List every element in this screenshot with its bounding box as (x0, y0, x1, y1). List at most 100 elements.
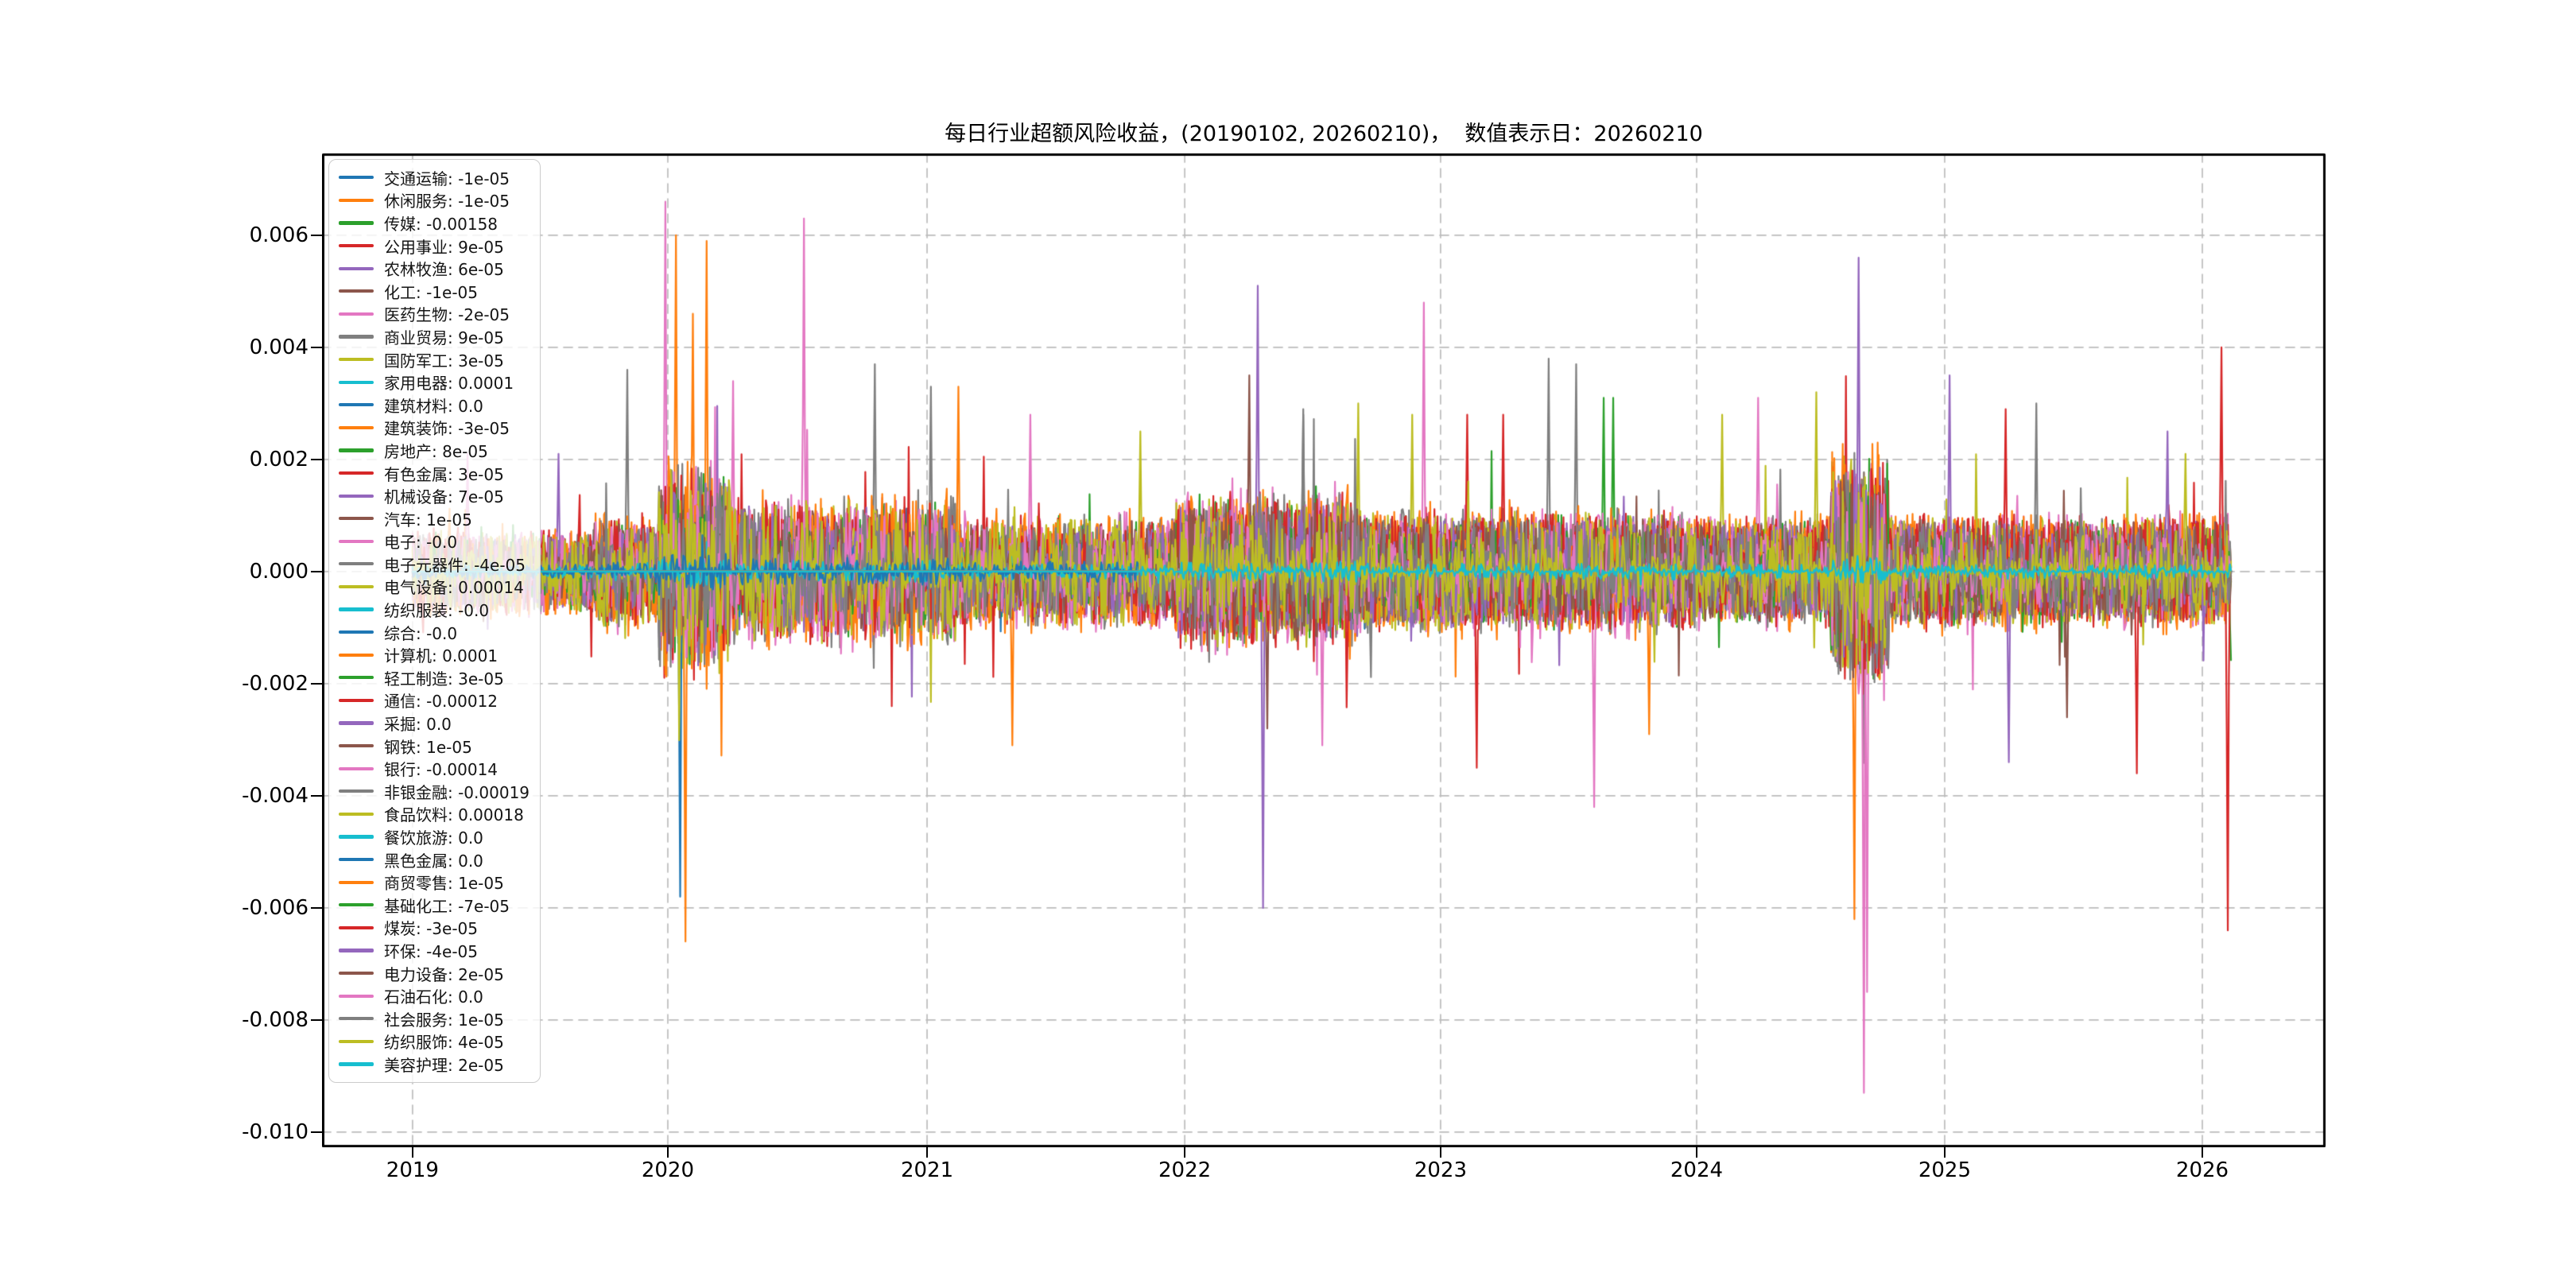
legend-item: 石油石化: 0.0 (339, 984, 540, 1007)
legend-label: 交通运输: -1e-05 (384, 169, 510, 188)
legend-swatch (339, 949, 374, 952)
legend-label: 黑色金属: 0.0 (384, 851, 483, 871)
legend-item: 家用电器: 0.0001 (339, 370, 540, 394)
y-tick-label: 0.004 (249, 335, 308, 359)
legend-label: 医药生物: -2e-05 (384, 305, 510, 325)
legend-swatch (339, 494, 374, 498)
legend-label: 房地产: 8e-05 (384, 441, 488, 461)
legend-label: 电子元器件: -4e-05 (384, 555, 526, 575)
legend-item: 农林牧渔: 6e-05 (339, 257, 540, 280)
y-tick-mark (311, 1018, 322, 1022)
legend-item: 电气设备: 0.00014 (339, 576, 540, 599)
legend-swatch (339, 676, 374, 680)
legend-swatch (339, 812, 374, 817)
legend-label: 化工: -1e-05 (384, 282, 479, 302)
legend-label: 有色金属: 3e-05 (384, 464, 504, 484)
legend-label: 建筑材料: 0.0 (384, 396, 483, 416)
legend-label: 家用电器: 0.0001 (384, 374, 514, 394)
x-tick-mark (411, 1147, 414, 1158)
legend-swatch (339, 403, 374, 407)
legend-label: 食品饮料: 0.00018 (384, 805, 524, 825)
legend-item: 纺织服饰: 4e-05 (339, 1030, 540, 1053)
legend-item: 钢铁: 1e-05 (339, 735, 540, 758)
legend-swatch (339, 721, 374, 725)
y-tick-mark (311, 794, 322, 797)
legend-label: 环保: -4e-05 (384, 941, 479, 961)
legend-swatch (339, 176, 374, 180)
legend-label: 商业贸易: 9e-05 (384, 328, 504, 347)
y-tick-label: 0.002 (249, 447, 308, 471)
legend-label: 石油石化: 0.0 (384, 987, 483, 1007)
legend-label: 机械设备: 7e-05 (384, 487, 504, 507)
y-tick-mark (311, 906, 322, 910)
legend-swatch (339, 766, 374, 770)
legend-item: 煤炭: -3e-05 (339, 917, 540, 940)
y-tick-mark (311, 570, 322, 573)
y-tick-label: -0.002 (242, 671, 308, 696)
x-tick-mark (2201, 1147, 2204, 1158)
legend-item: 银行: -0.00014 (339, 757, 540, 780)
legend-label: 综合: -0.0 (384, 623, 458, 643)
x-tick-mark (1943, 1147, 1946, 1158)
legend-swatch (339, 971, 374, 976)
legend-label: 国防军工: 3e-05 (384, 351, 504, 370)
legend-swatch (339, 1039, 374, 1043)
legend-swatch (339, 1017, 374, 1021)
legend-label: 银行: -0.00014 (384, 760, 499, 780)
legend-item: 商业贸易: 9e-05 (339, 325, 540, 348)
x-tick-mark (925, 1147, 929, 1158)
legend-label: 电子: -0.0 (384, 533, 458, 553)
legend-swatch (339, 698, 374, 703)
chart-canvas (322, 153, 2326, 1147)
legend-label: 餐饮旅游: 0.0 (384, 828, 483, 848)
legend-item: 非银金融: -0.00019 (339, 780, 540, 803)
legend-label: 电气设备: 0.00014 (384, 578, 524, 598)
y-tick-label: -0.010 (242, 1119, 308, 1144)
x-tick-mark (1183, 1147, 1186, 1158)
legend-item: 汽车: 1e-05 (339, 507, 540, 530)
y-tick-label: -0.004 (242, 783, 308, 808)
legend-swatch (339, 266, 374, 270)
legend-swatch (339, 221, 374, 225)
legend-item: 化工: -1e-05 (339, 280, 540, 303)
plot-area (322, 153, 2326, 1147)
x-tick-label: 2024 (1670, 1158, 1724, 1182)
legend: 交通运输: -1e-05 休闲服务: -1e-05 传媒: -0.00158 公用事业… (328, 159, 541, 1083)
legend-item: 计算机: 0.0001 (339, 643, 540, 666)
x-tick-label: 2022 (1158, 1158, 1212, 1182)
y-tick-mark (311, 346, 322, 349)
x-tick-label: 2021 (900, 1158, 954, 1182)
y-tick-mark (311, 234, 322, 237)
legend-label: 休闲服务: -1e-05 (384, 192, 510, 211)
legend-item: 建筑材料: 0.0 (339, 394, 540, 417)
legend-item: 房地产: 8e-05 (339, 439, 540, 462)
legend-label: 煤炭: -3e-05 (384, 919, 479, 939)
legend-swatch (339, 562, 374, 566)
legend-swatch (339, 925, 374, 929)
legend-swatch (339, 243, 374, 248)
legend-label: 轻工制造: 3e-05 (384, 669, 504, 689)
legend-swatch (339, 584, 374, 589)
legend-swatch (339, 789, 374, 793)
y-tick-mark (311, 458, 322, 461)
x-tick-mark (1695, 1147, 1698, 1158)
legend-item: 黑色金属: 0.0 (339, 848, 540, 871)
legend-label: 纺织服饰: 4e-05 (384, 1033, 504, 1053)
legend-item: 机械设备: 7e-05 (339, 484, 540, 507)
legend-item: 国防军工: 3e-05 (339, 348, 540, 371)
legend-label: 农林牧渔: 6e-05 (384, 260, 504, 280)
legend-item: 有色金属: 3e-05 (339, 462, 540, 485)
legend-swatch (339, 425, 374, 429)
legend-label: 社会服务: 1e-05 (384, 1010, 504, 1030)
legend-swatch (339, 1062, 374, 1066)
legend-swatch (339, 471, 374, 475)
legend-item: 交通运输: -1e-05 (339, 166, 540, 189)
legend-label: 采掘: 0.0 (384, 715, 452, 735)
legend-swatch (339, 448, 374, 452)
y-tick-mark (311, 1131, 322, 1134)
legend-item: 商贸零售: 1e-05 (339, 871, 540, 894)
legend-swatch (339, 517, 374, 521)
legend-swatch (339, 335, 374, 339)
x-tick-label: 2020 (641, 1158, 695, 1182)
